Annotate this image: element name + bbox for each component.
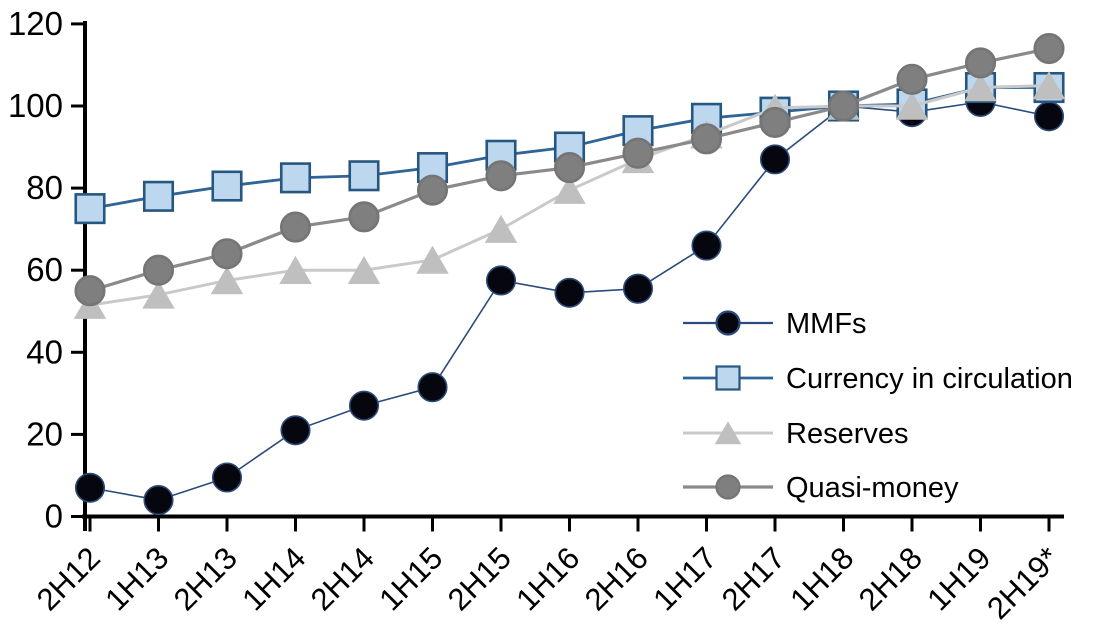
y-tick-label: 0 (45, 498, 63, 535)
x-tick-label: 1H16 (509, 540, 586, 617)
legend-label: MMFs (786, 308, 867, 340)
data-point-marker (348, 390, 380, 421)
data-point-marker (348, 201, 380, 233)
data-point-marker (74, 275, 106, 307)
data-point-marker (896, 63, 928, 95)
data-point-marker (691, 230, 722, 261)
data-point-marker (416, 245, 449, 274)
x-tick-label: 2H18 (852, 540, 929, 617)
data-point-marker (279, 162, 312, 194)
data-point-marker (622, 273, 654, 304)
data-point-marker (964, 47, 997, 79)
data-point-marker (74, 472, 106, 503)
data-point-marker (348, 160, 380, 192)
data-point-marker (142, 254, 175, 286)
x-tick-label: 1H13 (98, 540, 175, 617)
data-point-marker (143, 485, 174, 516)
data-point-marker (715, 310, 741, 336)
x-axis-labels: 2H121H132H131H142H141H152H151H162H161H17… (30, 540, 1066, 626)
data-point-marker (142, 280, 175, 309)
data-point-marker (142, 180, 175, 212)
series-reserves (73, 71, 1066, 319)
data-point-marker (485, 160, 517, 192)
y-tick-label: 20 (26, 415, 63, 452)
data-point-marker (211, 170, 243, 202)
x-tick-label: 1H18 (783, 540, 860, 617)
legend-item-currency-in-circulation: Currency in circulation (683, 363, 1073, 395)
x-tick-label: 1H15 (372, 540, 449, 617)
data-point-marker (1032, 71, 1066, 100)
data-point-marker (759, 106, 791, 138)
data-point-marker (759, 144, 791, 175)
x-tick-label: 2H14 (304, 540, 381, 617)
legend: MMFs Currency in circulation Reserves Quasi… (683, 308, 1073, 504)
y-tick-label: 80 (26, 169, 63, 206)
data-point-marker (553, 152, 586, 184)
series-mmfs (74, 86, 1065, 516)
data-point-marker (1033, 32, 1065, 65)
data-point-marker (211, 238, 243, 270)
data-point-marker (553, 175, 586, 204)
data-point-marker (485, 265, 517, 296)
data-point-marker (279, 211, 312, 243)
data-point-marker (964, 73, 997, 102)
axes (71, 21, 1064, 532)
data-point-marker (827, 90, 860, 122)
data-point-marker (417, 372, 448, 403)
y-tick-label: 40 (26, 333, 63, 370)
data-point-marker (279, 255, 312, 284)
legend-label: Reserves (786, 418, 909, 450)
data-point-marker (484, 214, 518, 243)
data-point-marker (895, 91, 929, 120)
data-point-marker (690, 123, 723, 155)
x-tick-label: 2H19* (980, 540, 1066, 626)
y-axis-labels: 0 20 40 60 80 100 120 (8, 5, 63, 535)
y-tick-label: 100 (8, 87, 63, 124)
x-tick-label: 2H15 (441, 540, 518, 617)
legend-item-reserves: Reserves (683, 418, 909, 450)
x-tick-label: 2H16 (578, 540, 655, 617)
x-tick-label: 2H12 (30, 540, 107, 617)
x-tick-label: 1H14 (235, 540, 312, 617)
data-point-marker (715, 365, 741, 391)
x-tick-label: 1H17 (646, 540, 723, 617)
data-point-marker (74, 193, 106, 225)
data-point-marker (280, 415, 311, 446)
data-point-marker (622, 137, 654, 169)
legend-item-quasi-money: Quasi-money (683, 472, 959, 504)
data-point-marker (210, 266, 244, 295)
legend-label: Currency in circulation (786, 363, 1073, 395)
legend-label: Quasi-money (786, 472, 959, 504)
y-tick-label: 60 (26, 251, 63, 288)
series-quasi-money (74, 32, 1065, 307)
x-tick-label: 2H13 (167, 540, 244, 617)
data-point-marker (347, 255, 381, 284)
data-point-marker (1033, 101, 1065, 132)
data-point-marker (416, 174, 449, 206)
data-point-marker (715, 474, 741, 500)
data-point-marker (554, 277, 585, 308)
data-point-marker (714, 421, 742, 445)
data-point-marker (211, 462, 243, 493)
y-tick-label: 120 (8, 5, 63, 42)
legend-item-mmfs: MMFs (683, 308, 867, 340)
x-tick-label: 2H17 (715, 540, 792, 617)
